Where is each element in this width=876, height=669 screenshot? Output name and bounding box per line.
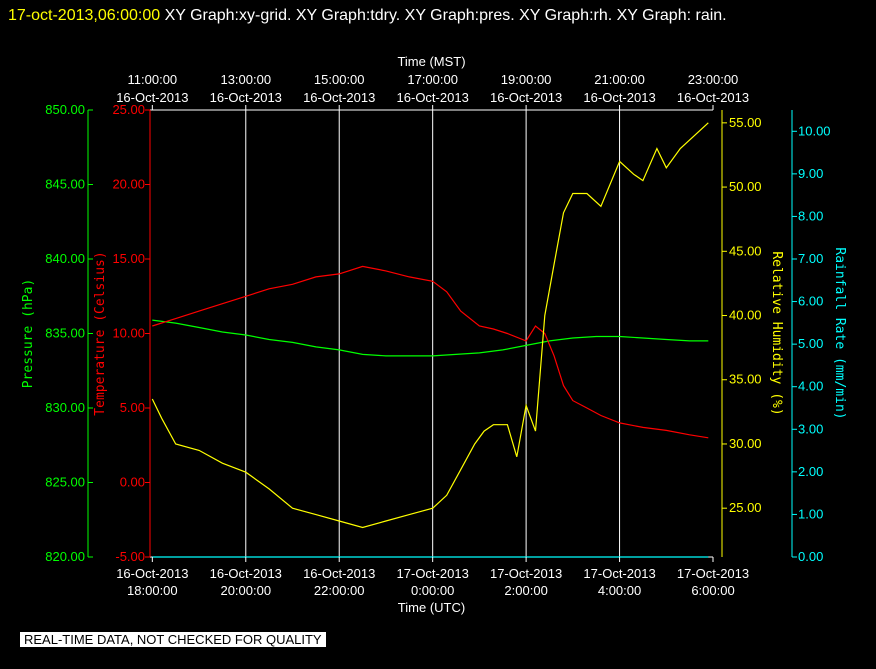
graph-list: XY Graph:xy-grid. XY Graph:tdry. XY Grap… — [160, 7, 727, 24]
rain-tick-label: 6.00 — [798, 294, 823, 309]
top-tick-label: 19:00:00 — [501, 72, 552, 87]
pressure-tick-label: 830.00 — [45, 400, 85, 415]
x-tick-label: 18:00:00 — [127, 583, 178, 598]
graph-title: 17-oct-2013,06:00:00 XY Graph:xy-grid. X… — [8, 2, 868, 30]
rain-tick-label: 10.00 — [798, 123, 831, 138]
x-axis-label: Time (UTC) — [398, 600, 465, 615]
x-tick-label: 17-Oct-2013 — [490, 566, 562, 581]
temperature-tick-label: 0.00 — [120, 475, 145, 490]
temperature-tick-label: 5.00 — [120, 400, 145, 415]
x-tick-label: 22:00:00 — [314, 583, 365, 598]
pressure-tick-label: 825.00 — [45, 475, 85, 490]
temperature-tick-label: 25.00 — [112, 102, 145, 117]
top-tick-label: 16-Oct-2013 — [116, 90, 188, 105]
x-tick-label: 17-Oct-2013 — [583, 566, 655, 581]
rain-tick-label: 3.00 — [798, 421, 823, 436]
top-tick-label: 16-Oct-2013 — [210, 90, 282, 105]
quality-disclaimer: REAL-TIME DATA, NOT CHECKED FOR QUALITY — [20, 632, 326, 647]
pressure-tick-label: 840.00 — [45, 251, 85, 266]
rain-tick-label: 9.00 — [798, 166, 823, 181]
x-tick-label: 16-Oct-2013 — [116, 566, 188, 581]
rain-tick-label: 7.00 — [798, 251, 823, 266]
top-tick-label: 13:00:00 — [220, 72, 271, 87]
humidity-tick-label: 45.00 — [729, 243, 762, 258]
top-tick-label: 11:00:00 — [128, 72, 178, 87]
pressure-tick-label: 820.00 — [45, 549, 85, 564]
rain-tick-label: 5.00 — [798, 336, 823, 351]
x-tick-label: 2:00:00 — [504, 583, 547, 598]
top-axis-label: Time (MST) — [397, 54, 465, 69]
pressure-tick-label: 850.00 — [45, 102, 85, 117]
humidity-tick-label: 50.00 — [729, 179, 762, 194]
rain-tick-label: 0.00 — [798, 549, 823, 564]
humidity-tick-label: 40.00 — [729, 308, 762, 323]
top-tick-label: 15:00:00 — [314, 72, 365, 87]
top-tick-label: 16-Oct-2013 — [397, 90, 469, 105]
pressure-axis-title: Pressure (hPa) — [21, 279, 36, 389]
x-tick-label: 4:00:00 — [598, 583, 641, 598]
top-tick-label: 21:00:00 — [594, 72, 645, 87]
humidity-tick-label: 55.00 — [729, 115, 762, 130]
top-tick-label: 16-Oct-2013 — [677, 90, 749, 105]
x-tick-label: 17-Oct-2013 — [677, 566, 749, 581]
x-tick-label: 0:00:00 — [411, 583, 454, 598]
humidity-series-line — [151, 122, 709, 529]
temperature-axis-title: Temperature (Celsius) — [93, 251, 108, 415]
pressure-tick-label: 845.00 — [45, 177, 85, 192]
rain-tick-label: 4.00 — [798, 379, 823, 394]
top-tick-label: 17:00:00 — [407, 72, 458, 87]
rain-tick-label: 2.00 — [798, 464, 823, 479]
humidity-axis-title: Relative Humidity (%) — [769, 251, 784, 415]
timestamp: 17-oct-2013,06:00:00 — [8, 7, 161, 24]
top-tick-label: 23:00:00 — [688, 72, 739, 87]
humidity-tick-label: 25.00 — [729, 500, 762, 515]
x-tick-label: 6:00:00 — [691, 583, 734, 598]
x-tick-label: 20:00:00 — [220, 583, 271, 598]
temperature-tick-label: 20.00 — [112, 177, 145, 192]
humidity-tick-label: 35.00 — [729, 372, 762, 387]
pressure-tick-label: 835.00 — [45, 326, 85, 341]
temperature-series-line — [152, 265, 709, 439]
humidity-tick-label: 30.00 — [729, 436, 762, 451]
rain-tick-label: 1.00 — [798, 506, 823, 521]
x-tick-label: 16-Oct-2013 — [210, 566, 282, 581]
pressure-series-line — [152, 319, 709, 357]
temperature-tick-label: 15.00 — [112, 251, 145, 266]
top-tick-label: 16-Oct-2013 — [303, 90, 375, 105]
temperature-tick-label: 10.00 — [112, 326, 145, 341]
grid-lines — [245, 110, 621, 557]
top-tick-label: 16-Oct-2013 — [490, 90, 562, 105]
x-tick-label: 17-Oct-2013 — [397, 566, 469, 581]
x-tick-label: 16-Oct-2013 — [303, 566, 375, 581]
rain-tick-label: 8.00 — [798, 208, 823, 223]
temperature-tick-label: -5.00 — [115, 549, 145, 564]
top-tick-label: 16-Oct-2013 — [583, 90, 655, 105]
rain-axis-title: Rainfall Rate (mm/min) — [832, 247, 847, 419]
